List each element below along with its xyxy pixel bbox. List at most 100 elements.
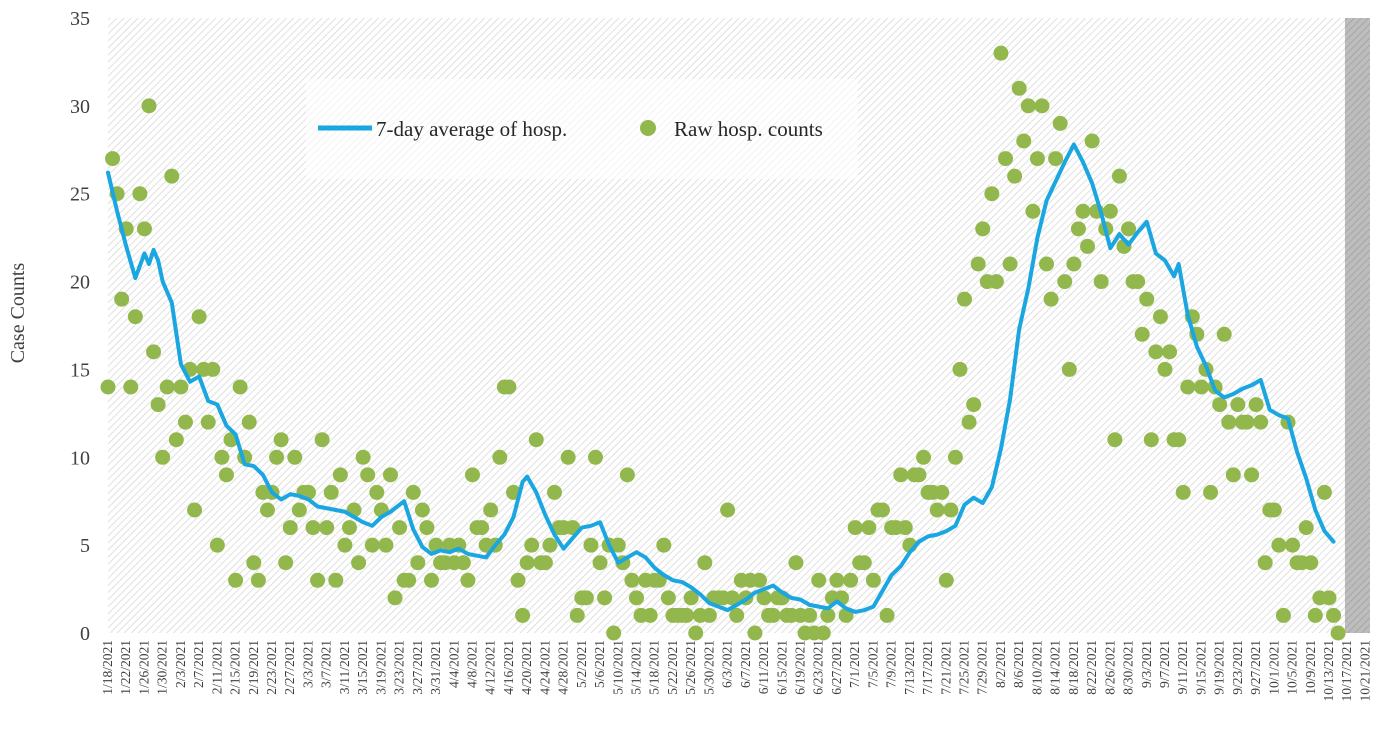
raw-count-point xyxy=(829,572,845,588)
raw-count-point xyxy=(483,502,499,518)
raw-count-point xyxy=(173,379,189,395)
raw-count-point xyxy=(1225,467,1241,483)
x-tick-label: 6/15/2021 xyxy=(774,640,789,695)
raw-count-point xyxy=(1130,274,1146,290)
x-tick-label: 6/11/2021 xyxy=(756,640,771,694)
raw-count-point xyxy=(1152,309,1168,325)
x-tick-label: 6/27/2021 xyxy=(829,640,844,695)
raw-count-point xyxy=(560,449,576,465)
raw-count-point xyxy=(314,432,330,448)
raw-count-point xyxy=(200,414,216,430)
raw-count-point xyxy=(1180,379,1196,395)
x-tick-label: 6/7/2021 xyxy=(738,640,753,688)
raw-count-point xyxy=(606,625,622,641)
raw-count-point xyxy=(975,221,991,237)
raw-count-point xyxy=(747,625,763,641)
x-tick-label: 2/11/2021 xyxy=(209,640,224,694)
x-tick-label: 7/9/2021 xyxy=(884,640,899,688)
raw-count-point xyxy=(328,572,344,588)
x-tick-label: 5/10/2021 xyxy=(610,640,625,695)
x-tick-label: 4/24/2021 xyxy=(537,640,552,695)
raw-count-point xyxy=(159,379,175,395)
legend-label-average: 7-day average of hosp. xyxy=(376,117,567,141)
raw-count-point xyxy=(642,607,658,623)
raw-count-point xyxy=(1052,115,1068,131)
raw-count-point xyxy=(961,414,977,430)
raw-count-point xyxy=(934,484,950,500)
x-tick-label: 5/14/2021 xyxy=(628,640,643,695)
x-tick-label: 3/7/2021 xyxy=(319,640,334,688)
x-tick-label: 10/9/2021 xyxy=(1303,640,1318,695)
raw-count-point xyxy=(583,537,599,553)
raw-count-point xyxy=(587,449,603,465)
raw-count-point xyxy=(1034,98,1050,114)
x-tick-label: 2/27/2021 xyxy=(282,640,297,695)
raw-count-point xyxy=(957,291,973,307)
raw-count-point xyxy=(861,520,877,536)
raw-count-point xyxy=(100,379,116,395)
raw-count-point xyxy=(1020,98,1036,114)
y-tick-label: 25 xyxy=(70,184,90,206)
y-tick-label: 20 xyxy=(70,272,90,294)
raw-count-point xyxy=(1016,133,1032,149)
x-tick-label: 7/25/2021 xyxy=(957,640,972,695)
raw-count-point xyxy=(519,555,535,571)
raw-count-point xyxy=(683,590,699,606)
raw-count-point xyxy=(966,397,982,413)
raw-count-point xyxy=(993,45,1009,61)
x-tick-label: 3/15/2021 xyxy=(355,640,370,695)
x-tick-label: 8/18/2021 xyxy=(1066,640,1081,695)
raw-count-point xyxy=(515,607,531,623)
raw-count-point xyxy=(592,555,608,571)
raw-count-point xyxy=(460,572,476,588)
raw-count-point xyxy=(214,449,230,465)
raw-count-point xyxy=(269,449,285,465)
raw-count-point xyxy=(1253,414,1269,430)
raw-count-point xyxy=(205,361,221,377)
x-tick-label: 7/5/2021 xyxy=(865,640,880,688)
raw-count-point xyxy=(1102,203,1118,219)
x-tick-label: 9/7/2021 xyxy=(1157,640,1172,688)
raw-count-point xyxy=(1326,607,1342,623)
raw-count-point xyxy=(401,572,417,588)
x-tick-label: 4/28/2021 xyxy=(556,640,571,695)
raw-count-point xyxy=(1193,379,1209,395)
x-tick-label: 9/27/2021 xyxy=(1248,640,1263,695)
raw-count-point xyxy=(273,432,289,448)
legend: 7-day average of hosp. Raw hosp. counts xyxy=(318,117,823,141)
raw-count-point xyxy=(619,467,635,483)
raw-count-point xyxy=(319,520,335,536)
raw-count-point xyxy=(1216,326,1232,342)
raw-count-point xyxy=(856,555,872,571)
raw-count-point xyxy=(1007,168,1023,184)
raw-count-point xyxy=(1171,432,1187,448)
x-tick-label: 8/26/2021 xyxy=(1102,640,1117,695)
raw-count-point xyxy=(720,502,736,518)
x-tick-label: 10/17/2021 xyxy=(1339,640,1354,702)
x-tick-label: 8/6/2021 xyxy=(1011,640,1026,688)
raw-count-point xyxy=(414,502,430,518)
raw-count-point xyxy=(287,449,303,465)
raw-count-point xyxy=(820,607,836,623)
raw-count-point xyxy=(1321,590,1337,606)
x-tick-label: 5/22/2021 xyxy=(665,640,680,695)
raw-count-point xyxy=(1203,484,1219,500)
raw-count-point xyxy=(259,502,275,518)
raw-count-point xyxy=(542,537,558,553)
x-tick-label: 10/5/2021 xyxy=(1285,640,1300,695)
raw-count-point xyxy=(765,607,781,623)
raw-count-point xyxy=(875,502,891,518)
x-tick-label: 5/6/2021 xyxy=(592,640,607,688)
raw-count-point xyxy=(1316,484,1332,500)
raw-count-point xyxy=(597,590,613,606)
raw-count-point xyxy=(510,572,526,588)
x-tick-label: 9/15/2021 xyxy=(1193,640,1208,695)
raw-count-point xyxy=(378,537,394,553)
x-tick-label: 2/7/2021 xyxy=(191,640,206,688)
raw-count-point xyxy=(364,537,380,553)
raw-count-point xyxy=(988,274,1004,290)
raw-count-point xyxy=(1039,256,1055,272)
raw-count-point xyxy=(1043,291,1059,307)
y-tick-label: 15 xyxy=(70,359,90,381)
raw-count-point xyxy=(524,537,540,553)
